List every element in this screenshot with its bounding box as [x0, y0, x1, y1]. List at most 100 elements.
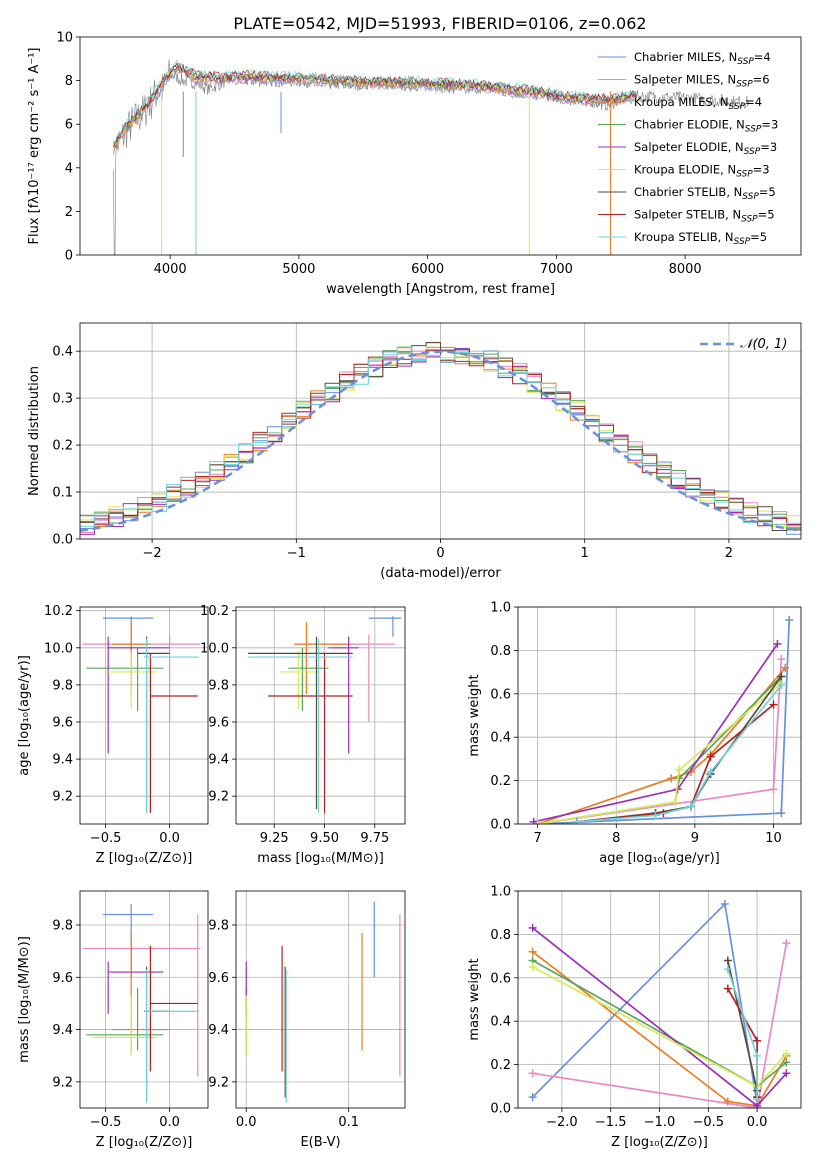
y-tick-label: 0.2 — [490, 1058, 511, 1073]
legend-value: =3 — [760, 140, 777, 154]
x-axis-label: mass [log₁₀(M/M⊙)] — [257, 851, 384, 866]
y-tick-label: 9.6 — [52, 715, 73, 730]
weight-marker — [781, 663, 790, 672]
x-axis-label: E(B-V) — [300, 1135, 340, 1150]
x-tick-label: 1 — [581, 546, 589, 561]
y-axis-label: mass [log₁₀(M/M⊙)] — [17, 936, 32, 1063]
panel-age-vs-z: −0.5 0.0 9.2 9.4 9.6 9.8 10.0 10.2 Z [log₁₀(Z/Z⊙… — [17, 604, 209, 866]
y-tick-label: 9.8 — [208, 918, 229, 933]
x-tick-label: 9.50 — [310, 831, 339, 846]
plot-area — [245, 901, 401, 1103]
x-tick-label: −1 — [287, 546, 306, 561]
weight-marker — [528, 1093, 537, 1102]
y-tick-label: 0.8 — [490, 644, 511, 659]
legend-name: Chabrier ELODIE, N — [634, 118, 745, 132]
x-tick-label: 0 — [436, 546, 444, 561]
legend-subscript: SSP — [734, 237, 751, 247]
axes-frame — [79, 890, 209, 1109]
y-tick-label: 1.0 — [490, 601, 511, 616]
y-tick-label: 0.3 — [52, 392, 73, 407]
legend-entry: Kroupa ELODIE, NSSP=3 — [634, 163, 770, 180]
panel-mass-vs-ebv: 0.0 0.1 9.2 9.4 9.6 9.8 E(B-V) — [208, 890, 406, 1150]
y-tick-label: 9.2 — [208, 1075, 229, 1090]
panel-mass-vs-z: −0.5 0.0 9.2 9.4 9.6 9.8 Z [log₁₀(Z/Z⊙)] mass [… — [17, 890, 209, 1150]
histogram-step — [80, 346, 801, 527]
x-axis-label: Z [log₁₀(Z/Z⊙)] — [96, 851, 193, 866]
legend-value: =4 — [745, 95, 762, 109]
y-tick-label: 0.0 — [490, 818, 511, 833]
y-tick-label: 0.4 — [490, 731, 511, 746]
weight-marker — [723, 965, 732, 974]
x-tick-label: 8000 — [669, 262, 702, 277]
legend-entry: Salpeter MILES, NSSP=6 — [634, 73, 770, 90]
legend-name: Kroupa MILES, N — [634, 95, 729, 109]
x-tick-label: 6000 — [411, 262, 444, 277]
x-axis-label: age [log₁₀(age/yr)] — [599, 851, 720, 866]
weight-marker — [723, 1097, 732, 1106]
model-spectrum-line — [113, 69, 637, 155]
weight-marker — [706, 767, 715, 776]
axes-frame — [79, 36, 802, 256]
legend-subscript: SSP — [742, 192, 759, 202]
weight-marker — [753, 1036, 762, 1045]
panel-residuals: −2 −1 0 1 2 0.0 0.1 0.2 0.3 0.4 (data-model)/error… — [27, 322, 802, 581]
normal-reference-curve — [80, 350, 801, 533]
y-tick-label: 0.2 — [52, 439, 73, 454]
y-tick-label: 0.8 — [490, 928, 511, 943]
y-tick-label: 9.8 — [52, 678, 73, 693]
y-tick-label: 9.2 — [52, 1075, 73, 1090]
histogram-step — [80, 349, 801, 527]
weight-marker — [773, 639, 782, 648]
legend-name: Kroupa ELODIE, N — [634, 163, 736, 177]
weight-marker — [528, 923, 537, 932]
weight-marker — [533, 820, 542, 824]
legend-subscript: SSP — [741, 215, 758, 225]
weight-marker — [777, 681, 786, 690]
y-tick-label: 9.4 — [208, 753, 229, 768]
chart-title: PLATE=0542, MJD=51993, FIBERID=0106, z=0… — [233, 14, 646, 33]
legend-subscript: SSP — [744, 147, 761, 157]
x-axis-label: wavelength [Angstrom, rest frame] — [326, 282, 555, 297]
y-tick-label: 10.0 — [200, 641, 229, 656]
panel-spectrum: 4000 5000 6000 7000 8000 0 2 4 6 8 10 wavelength [A… — [27, 14, 802, 297]
legend-name: Chabrier MILES, N — [634, 50, 737, 64]
y-tick-label: 0.0 — [52, 533, 73, 548]
legend-value: =5 — [750, 230, 767, 244]
legend-entry: Chabrier STELIB, NSSP=5 — [634, 185, 776, 202]
weight-marker — [753, 1051, 762, 1060]
x-tick-label: 0.0 — [159, 831, 180, 846]
y-tick-label: 4 — [65, 161, 73, 176]
weight-marker — [706, 752, 715, 761]
x-tick-label: 7000 — [540, 262, 573, 277]
x-tick-label: −1.0 — [644, 1115, 676, 1130]
weight-marker — [785, 616, 794, 625]
y-axis-label: age [log₁₀(age/yr)] — [17, 655, 32, 776]
weight-line — [532, 942, 788, 1108]
axes-frame — [79, 606, 209, 825]
legend-value: =4 — [754, 50, 771, 64]
y-tick-label: 10.2 — [44, 604, 73, 619]
y-tick-label: 6 — [65, 118, 73, 133]
weight-marker — [777, 809, 786, 818]
y-tick-label: 9.6 — [208, 971, 229, 986]
y-tick-label: 9.4 — [52, 753, 73, 768]
weight-marker — [782, 1049, 791, 1058]
x-tick-label: 0.0 — [747, 1115, 768, 1130]
y-tick-label: 0.0 — [490, 1102, 511, 1117]
y-tick-label: 0.2 — [490, 774, 511, 789]
legend-name: Salpeter MILES, N — [634, 73, 736, 87]
y-tick-label: 0.6 — [490, 971, 511, 986]
x-tick-label: 0.0 — [236, 1115, 257, 1130]
weight-marker — [529, 817, 538, 824]
legend-entry: Chabrier MILES, NSSP=4 — [634, 50, 771, 67]
legend-subscript: SSP — [736, 170, 753, 180]
weight-line — [537, 667, 786, 824]
plot-area — [113, 59, 750, 255]
x-tick-label: 8 — [612, 831, 620, 846]
weight-marker — [723, 956, 732, 965]
y-tick-label: 9.8 — [208, 678, 229, 693]
panel-age-vs-mass: 9.25 9.50 9.75 9.2 9.4 9.6 9.8 10.0 10.2 mass [lo… — [200, 604, 406, 866]
weight-line — [532, 951, 788, 1107]
weight-marker — [675, 765, 684, 774]
